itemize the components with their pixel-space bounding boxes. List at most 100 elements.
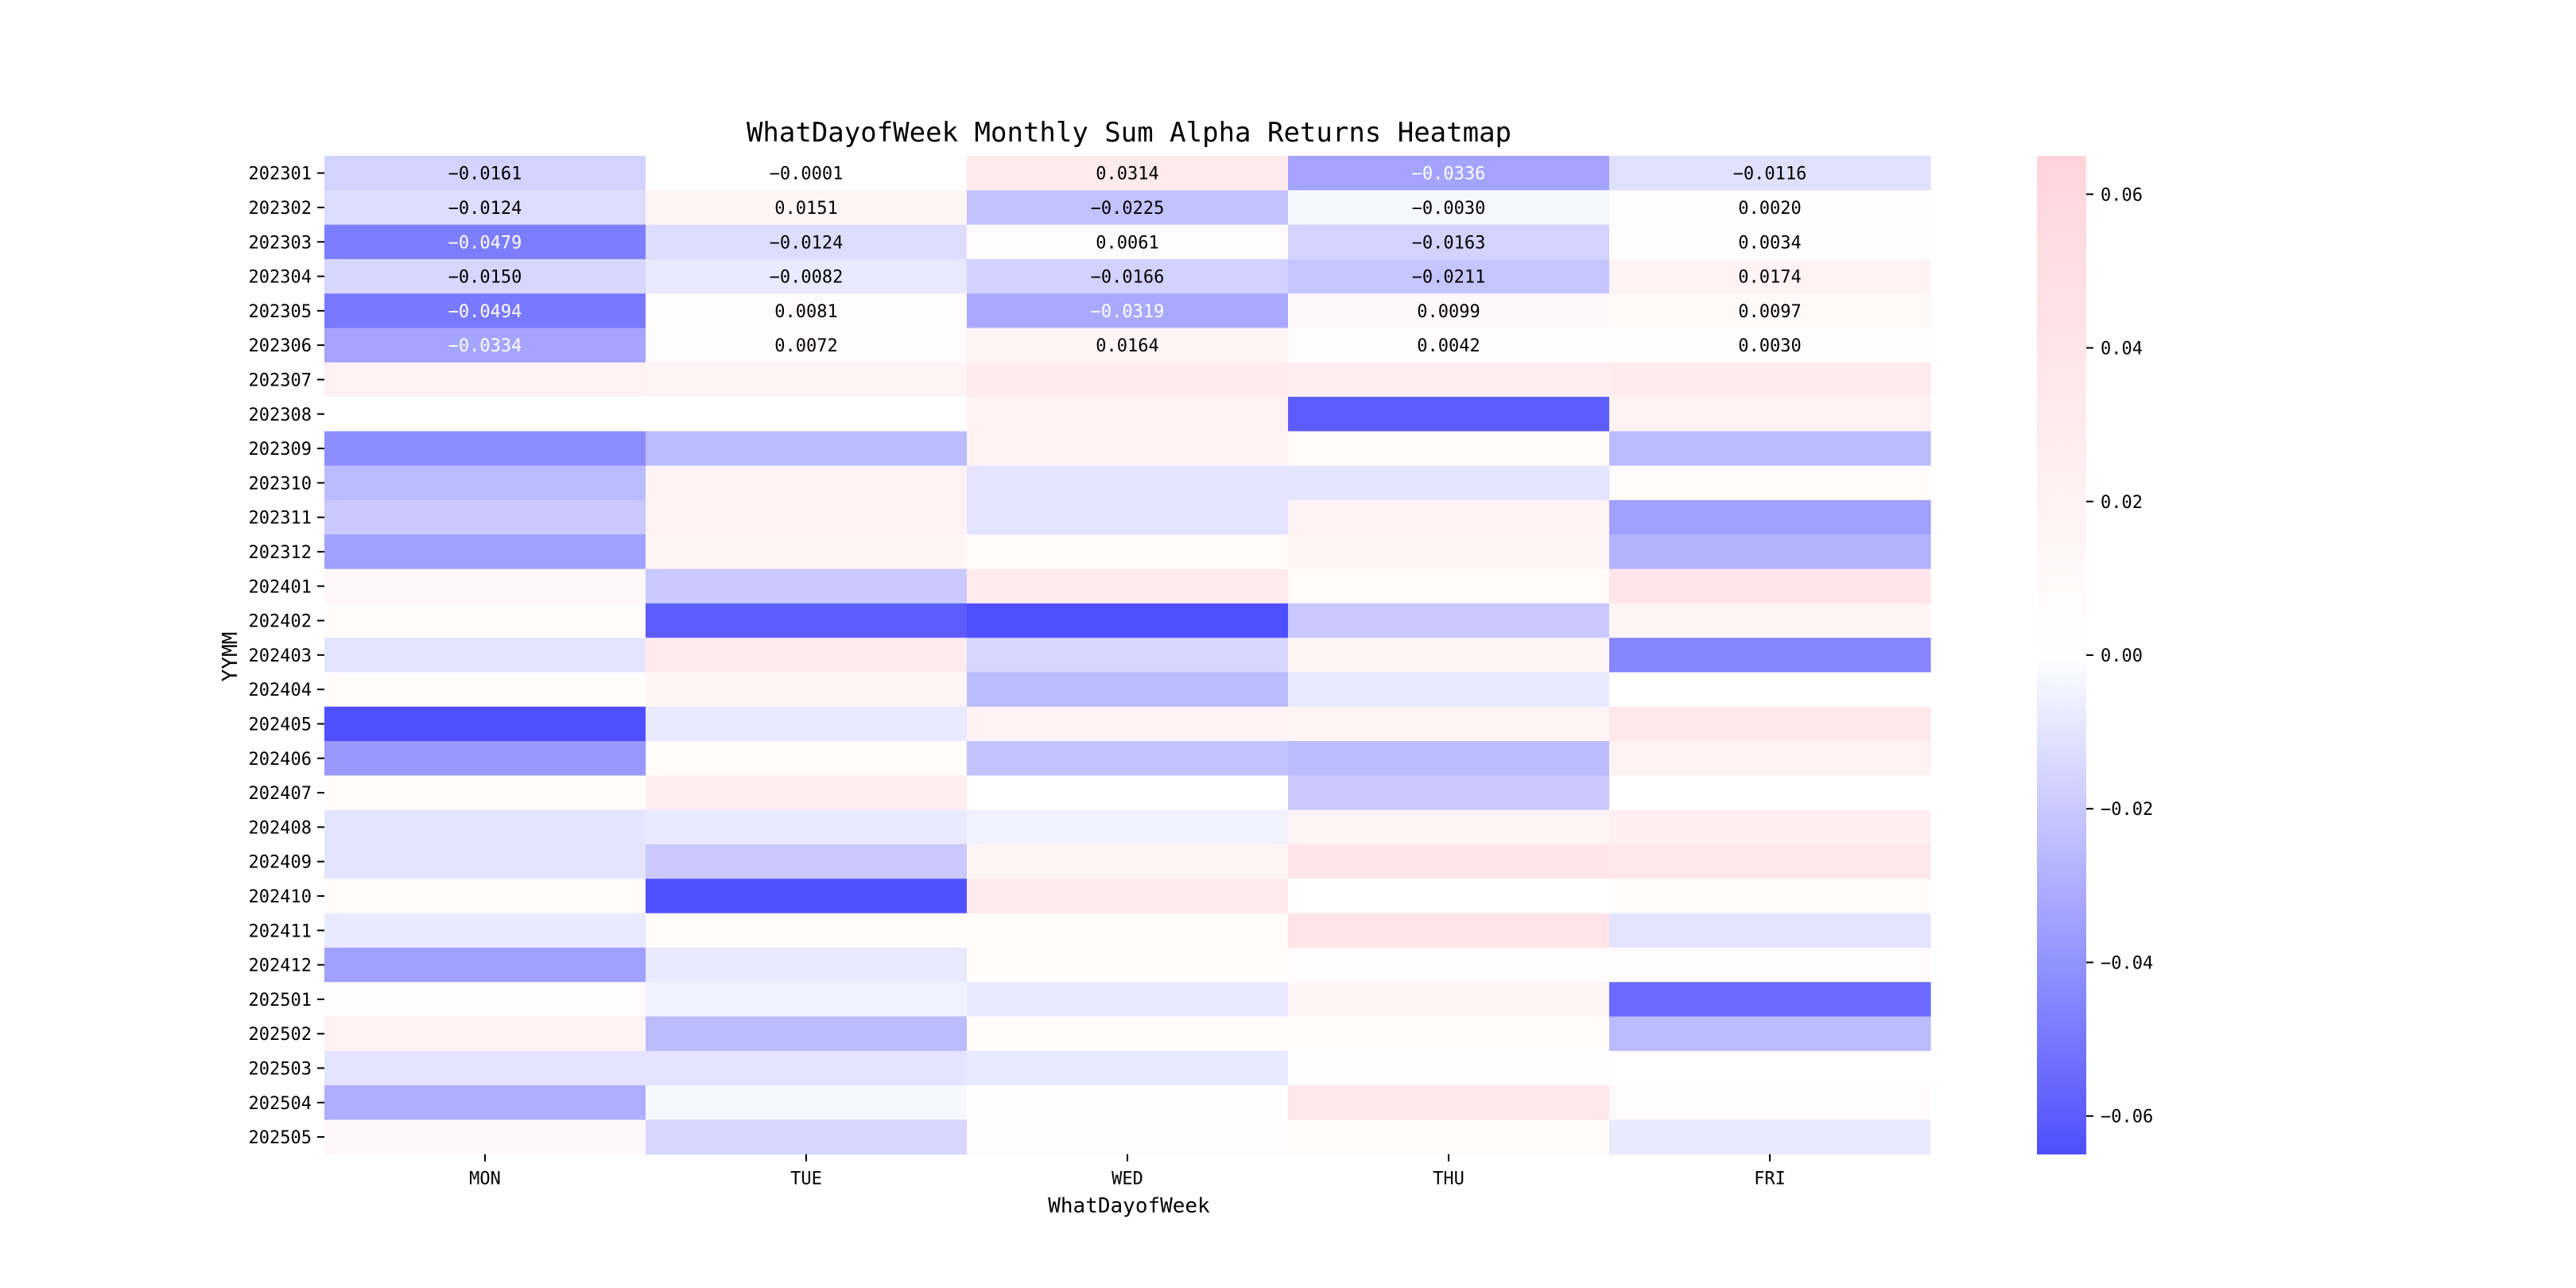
colorbar-tick-label: 0.06 [2101, 185, 2143, 205]
heatmap-cell [1609, 1119, 1931, 1155]
cell-value-label: 0.0042 [1417, 336, 1480, 356]
y-tick-label: 202310 [249, 474, 312, 494]
heatmap-cell [324, 1050, 646, 1086]
x-tick-label: TUE [790, 1170, 822, 1189]
heatmap-cell [1609, 568, 1931, 604]
heatmap-cell [1288, 1085, 1610, 1120]
heatmap-cell [967, 362, 1289, 398]
cell-value-label: −0.0479 [448, 233, 522, 253]
cell-value-label: 0.0099 [1417, 302, 1480, 322]
heatmap-cell [324, 672, 646, 708]
heatmap-cell [967, 156, 1289, 191]
heatmap-cell [646, 603, 968, 638]
heatmap-cell [646, 1119, 968, 1155]
heatmap-cell [324, 397, 646, 432]
heatmap-cell [646, 1050, 968, 1086]
heatmap-cell [324, 534, 646, 570]
heatmap-cell [324, 809, 646, 845]
heatmap-cell [1609, 1050, 1931, 1086]
y-tick-label: 202308 [249, 405, 312, 425]
cell-value-label: 0.0097 [1738, 302, 1801, 322]
heatmap-cell [1288, 156, 1610, 191]
colorbar-tick-label: 0.00 [2101, 646, 2143, 666]
cell-annotations: −0.0161 −0.0001 0.0314 −0.0336 −0.0116 −0.012… [448, 165, 1807, 357]
heatmap-cell [967, 431, 1289, 467]
cell-value-label: 0.0314 [1096, 165, 1158, 184]
heatmap-cell [1288, 397, 1610, 432]
heatmap-cell [1288, 190, 1610, 226]
heatmap-cell [646, 1016, 968, 1052]
heatmap-cell [646, 672, 968, 708]
cell-value-label: 0.0034 [1738, 233, 1801, 253]
heatmap-cell [646, 431, 968, 467]
cell-value-label: −0.0124 [448, 199, 522, 219]
y-tick-label: 202403 [249, 646, 312, 666]
cell-value-label: −0.0166 [1091, 268, 1165, 288]
colorbar-ticks: 0.06 0.04 0.02 0.00 −0.02 −0.04 −0.06 [2086, 185, 2153, 1127]
heatmap-cell [324, 258, 646, 294]
heatmap-cell [324, 362, 646, 398]
y-tick-label: 202412 [249, 956, 312, 976]
heatmap-cell [1288, 775, 1610, 811]
heatmap-cell [1609, 362, 1931, 398]
heatmap-cell [1288, 1016, 1610, 1052]
cell-value-label: −0.0001 [770, 165, 844, 184]
heatmap-cell [646, 844, 968, 879]
y-tick-label: 202409 [249, 853, 312, 873]
y-tick-label: 202304 [249, 268, 312, 288]
cell-value-label: −0.0082 [770, 268, 844, 288]
heatmap-cell [324, 1016, 646, 1052]
heatmap-cell [967, 224, 1289, 260]
cell-value-label: −0.0161 [448, 165, 522, 184]
colorbar-tick-label: 0.02 [2101, 493, 2143, 513]
y-tick-label: 202307 [249, 370, 312, 390]
heatmap-cell [1609, 431, 1931, 467]
heatmap-cell [967, 465, 1289, 501]
heatmap-cell [967, 1085, 1289, 1120]
heatmap-cell [324, 706, 646, 742]
y-tick-label: 202309 [249, 440, 312, 460]
heatmap-cell [324, 1085, 646, 1120]
heatmap-cell [1609, 947, 1931, 983]
heatmap-cell [967, 844, 1289, 879]
y-tick-label: 202502 [249, 1025, 312, 1045]
heatmap-cell [967, 913, 1289, 949]
heatmap-cell [1609, 1016, 1931, 1052]
heatmap-cell [1288, 224, 1610, 260]
heatmap-cell [1609, 534, 1931, 570]
heatmap-cell [1609, 879, 1931, 914]
heatmap-cell [324, 431, 646, 467]
heatmap-cell [646, 568, 968, 604]
heatmap-cell [324, 568, 646, 604]
y-tick-label: 202504 [249, 1094, 312, 1114]
heatmap-cell [324, 879, 646, 914]
cell-value-label: 0.0061 [1096, 233, 1158, 253]
heatmap-cell [324, 293, 646, 329]
heatmap-cell [1288, 913, 1610, 949]
x-axis-ticks: MON TUE WED THU FRI [469, 1154, 1786, 1189]
cell-value-label: 0.0164 [1096, 336, 1158, 356]
heatmap-cell [646, 224, 968, 260]
heatmap-cell [1609, 603, 1931, 638]
heatmap-cell [967, 1050, 1289, 1086]
heatmap-cell [646, 982, 968, 1018]
x-tick-label: MON [469, 1170, 501, 1189]
cell-value-label: 0.0174 [1738, 268, 1801, 288]
heatmap-cell [1288, 328, 1610, 363]
heatmap-cell [646, 1085, 968, 1120]
heatmap-cell [646, 258, 968, 294]
heatmap-cell [1288, 500, 1610, 535]
heatmap-cell [1609, 293, 1931, 329]
heatmap-cell [324, 913, 646, 949]
heatmap-cell [967, 879, 1289, 914]
heatmap-cell [324, 741, 646, 776]
heatmap-cell [1288, 741, 1610, 776]
y-tick-label: 202312 [249, 543, 312, 563]
y-tick-label: 202311 [249, 509, 312, 529]
heatmap-cell [324, 328, 646, 363]
heatmap-cell [967, 293, 1289, 329]
heatmap-cell [1609, 982, 1931, 1018]
heatmap-cell [324, 982, 646, 1018]
heatmap-cell [967, 672, 1289, 708]
heatmap-cell [324, 603, 646, 638]
